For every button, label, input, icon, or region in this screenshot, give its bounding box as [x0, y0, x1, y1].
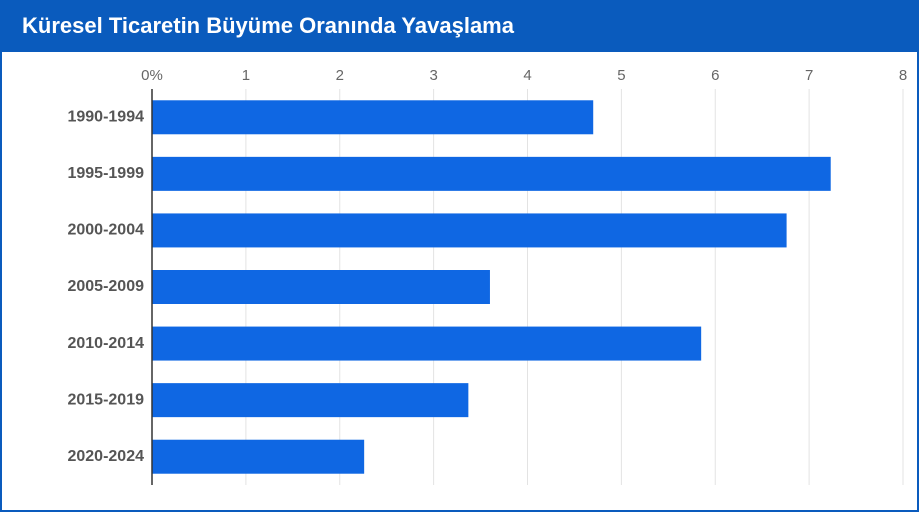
y-tick-label: 2000-2004	[67, 222, 144, 239]
x-tick-label: 5	[617, 67, 625, 84]
x-tick-label: 4	[523, 67, 531, 84]
y-tick-label: 2010-2014	[67, 335, 144, 352]
bar	[152, 270, 490, 304]
bar	[152, 213, 787, 248]
bar	[152, 156, 831, 191]
x-tick-label: 7	[805, 67, 813, 84]
y-tick-label: 2015-2019	[67, 391, 144, 408]
x-tick-label: 8	[899, 67, 907, 84]
chart-title: Küresel Ticaretin Büyüme Oranında Yavaşl…	[22, 13, 515, 38]
x-tick-label: 6	[711, 67, 719, 84]
x-tick-label: 1	[242, 67, 250, 84]
bar	[152, 100, 594, 135]
bar	[152, 383, 469, 418]
title-bar	[0, 0, 919, 52]
x-tick-label: 3	[429, 67, 437, 84]
bar	[152, 439, 365, 474]
y-tick-label: 1990-1994	[67, 109, 144, 126]
y-tick-label: 2005-2009	[67, 278, 144, 295]
x-tick-label: 0%	[141, 67, 163, 84]
y-tick-label: 1995-1999	[67, 165, 144, 182]
bar	[152, 326, 702, 361]
y-tick-label: 2020-2024	[67, 448, 144, 465]
x-tick-label: 2	[336, 67, 344, 84]
